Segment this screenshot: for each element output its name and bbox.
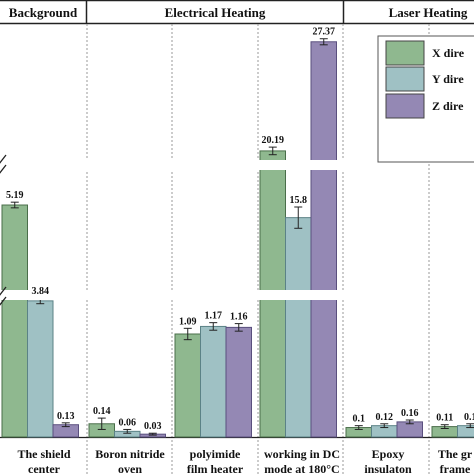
section-label-laser-heating: Laser Heating	[389, 5, 468, 20]
value-label: 1.16	[230, 312, 248, 323]
section-label-background: Background	[9, 5, 78, 20]
value-label: 27.37	[313, 27, 336, 38]
axis-break-mark	[0, 296, 7, 306]
legend-label-x: X dire	[432, 46, 465, 60]
bar	[200, 325, 227, 438]
error-bar	[380, 423, 389, 429]
value-label: 5.19	[6, 190, 24, 201]
error-bar	[234, 323, 243, 332]
value-label: 0.03	[144, 421, 162, 432]
axis-break-mark	[0, 154, 7, 164]
bar	[1, 204, 28, 438]
value-label: 0.13	[57, 411, 75, 422]
error-bar	[10, 201, 19, 209]
error-bar	[209, 322, 218, 331]
error-bar	[440, 424, 449, 429]
legend-label-y: Y dire	[432, 72, 464, 86]
section-label-electrical-heating: Electrical Heating	[165, 5, 266, 20]
category-label: working in DC	[264, 447, 340, 461]
axis-break-mark	[0, 286, 7, 296]
category-label: mode at 180°C	[264, 462, 339, 474]
value-label: 0.1	[353, 414, 366, 425]
bar	[310, 41, 337, 438]
value-label: 1.09	[179, 316, 197, 327]
error-bar	[123, 428, 132, 434]
value-label: 0.16	[401, 408, 419, 419]
legend: X dire Y dire Z dire	[377, 35, 474, 163]
value-label: 1.17	[205, 311, 223, 322]
category-label: The shield	[17, 447, 70, 461]
bars	[1, 41, 474, 438]
value-label: 0.1	[464, 412, 474, 423]
category-label: polyimide	[190, 447, 241, 461]
legend-label-z: Z dire	[432, 99, 464, 113]
value-label: 0.11	[436, 413, 453, 424]
category-label: oven	[118, 462, 142, 474]
section-header: Background Electrical Heating Laser Heat…	[0, 0, 474, 25]
category-label: Boron nitride	[95, 447, 165, 461]
axis-breaks	[0, 154, 352, 306]
bar	[174, 333, 201, 438]
error-bar	[466, 423, 474, 429]
error-bars	[10, 38, 474, 436]
axis-break-mark	[0, 164, 7, 174]
category-label: The gr	[438, 447, 473, 461]
category-label: Epoxy	[372, 447, 405, 461]
error-bar	[405, 419, 414, 425]
error-bar	[354, 425, 363, 430]
bar	[27, 300, 54, 438]
category-label: frame	[440, 462, 471, 474]
legend-swatch-z	[385, 93, 425, 119]
axis-break-band	[0, 290, 352, 300]
value-label: 15.8	[290, 195, 308, 206]
error-bar	[294, 206, 303, 229]
error-bar	[183, 327, 192, 341]
category-label: center	[28, 462, 61, 474]
value-label: 0.14	[93, 406, 111, 417]
value-label: 0.12	[376, 412, 394, 423]
error-bar	[97, 417, 106, 430]
error-bar	[268, 146, 277, 156]
bar	[285, 217, 312, 438]
value-label: 0.06	[119, 417, 137, 428]
value-labels: 5.19 0.14 1.09 20.19 0.1 0.11 3.84 0.06 1.17 15.8…	[6, 27, 474, 432]
category-label: insulaton	[364, 462, 412, 474]
error-bar	[61, 422, 70, 428]
error-bar	[148, 432, 157, 436]
legend-swatch-y	[385, 66, 425, 92]
value-label: 3.84	[32, 286, 50, 297]
error-bar	[319, 38, 328, 46]
axis-break-band	[0, 160, 352, 170]
bar	[225, 326, 252, 438]
category-label: film heater	[187, 462, 244, 474]
legend-swatch-x	[385, 40, 425, 66]
value-label: 20.19	[262, 135, 285, 146]
